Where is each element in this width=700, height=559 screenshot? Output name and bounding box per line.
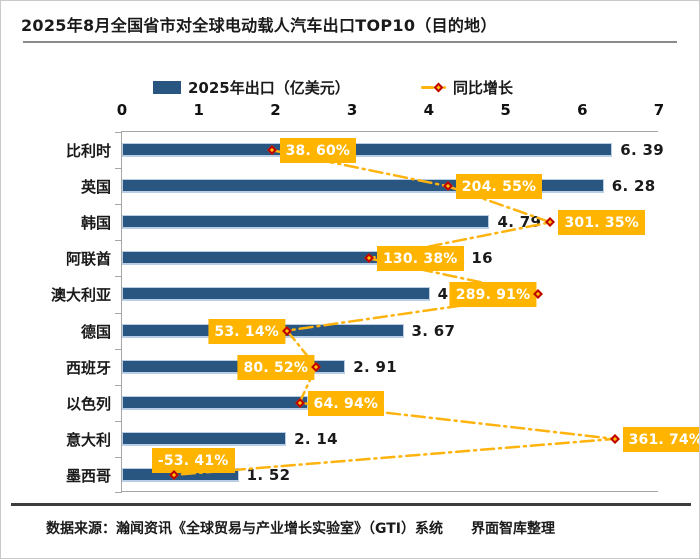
diamond-icon: [433, 82, 444, 93]
category-label: 澳大利亚: [50, 286, 111, 305]
growth-badge: 361. 74%: [622, 426, 699, 452]
y-axis-tick: [115, 312, 122, 314]
x-axis-tick-label: 2: [270, 101, 281, 119]
legend-export-label: 2025年出口（亿美元）: [188, 79, 350, 97]
y-axis-tick: [115, 132, 122, 133]
category-label: 阿联酋: [65, 250, 111, 269]
bar-swatch-icon: [153, 81, 181, 94]
bar-value-label: 6. 28: [611, 177, 656, 196]
bar: [122, 287, 430, 302]
bar: [122, 431, 287, 446]
growth-badge: 53. 14%: [208, 318, 285, 344]
dash-icon: [421, 86, 434, 89]
bar-value-label: 3. 67: [411, 321, 456, 340]
y-axis-tick: [115, 348, 122, 350]
growth-badge: 80. 52%: [237, 354, 315, 380]
growth-badge: 301. 35%: [558, 210, 645, 236]
y-axis-tick: [115, 168, 122, 170]
category-label: 意大利: [65, 430, 111, 449]
x-axis-tick-label: 0: [116, 101, 128, 119]
dot-icon: [443, 86, 446, 89]
bar-value-label: 6. 39: [620, 141, 664, 160]
growth-badge: 130. 38%: [376, 246, 464, 272]
x-axis-tick-label: 3: [346, 101, 358, 119]
y-axis-tick: [115, 204, 122, 206]
category-label: 墨西哥: [65, 466, 111, 485]
footer-divider: [11, 503, 691, 506]
growth-marker-icon: [421, 82, 446, 93]
credit-text: 界面智库整理: [471, 521, 556, 537]
category-label: 韩国: [80, 214, 111, 233]
growth-badge: -53. 41%: [151, 447, 235, 473]
plot-area: 0 1 2 3 4 5 6 7 比利时 6. 39 38. 60% 英国 6. 28 204. 55% 韩国…: [51, 101, 699, 493]
bar-value-label: 2. 14: [294, 429, 338, 448]
bar: [122, 143, 613, 158]
y-axis-tick: [115, 384, 122, 386]
y-axis-tick: [115, 492, 122, 493]
growth-dash-line: [172, 148, 615, 477]
growth-badge: 289. 91%: [449, 282, 537, 308]
legend-growth-label: 同比增长: [453, 79, 514, 97]
bar-value-label: 1. 52: [246, 465, 291, 484]
legend-export: 2025年出口（亿美元）: [153, 77, 350, 98]
x-axis-tick-label: 4: [423, 101, 435, 119]
growth-badge: 204. 55%: [455, 174, 543, 200]
y-axis-tick: [115, 276, 122, 278]
growth-badge: 38. 60%: [279, 138, 357, 164]
legend-growth: 同比增长: [421, 77, 513, 98]
x-axis-tick-label: 1: [193, 101, 204, 119]
category-label: 比利时: [65, 142, 111, 161]
category-label: 以色列: [65, 394, 111, 413]
category-label: 德国: [80, 322, 111, 341]
chart-title: 2025年8月全国省市对全球电动载人汽车出口TOP10（目的地）: [21, 16, 497, 35]
category-label: 英国: [80, 178, 111, 197]
title-divider: [23, 41, 677, 43]
x-axis-tick-label: 6: [577, 101, 588, 119]
y-axis-tick: [115, 420, 122, 422]
bar-value-label: 2. 91: [353, 357, 397, 376]
growth-badge: 64. 94%: [307, 390, 385, 416]
bar: [122, 215, 490, 230]
x-axis-tick-label: 5: [500, 101, 511, 119]
x-axis-tick-label: 7: [653, 101, 665, 119]
footer: 数据来源：瀚闻资讯《全球贸易与产业增长实验室》（GTI）系统 界面智库整理: [46, 518, 555, 538]
category-label: 西班牙: [65, 358, 111, 377]
y-axis-tick: [115, 456, 122, 458]
y-axis-tick: [115, 240, 122, 242]
data-source-text: 数据来源：瀚闻资讯《全球贸易与产业增长实验室》（GTI）系统: [46, 521, 444, 537]
